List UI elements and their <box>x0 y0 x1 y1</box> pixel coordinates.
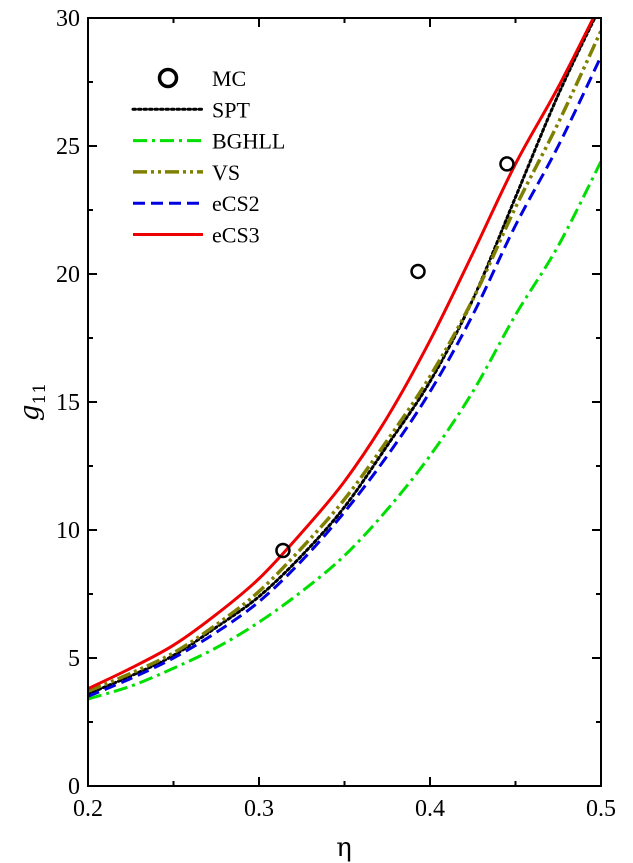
y-axis-title: g11 <box>15 383 50 421</box>
legend-label-ecs2: eCS2 <box>212 191 260 216</box>
series-line-ecs3 <box>88 18 595 691</box>
legend-label-mc: MC <box>212 66 246 91</box>
x-tick-label-2: 0.4 <box>415 796 445 822</box>
y-tick-label-5: 25 <box>56 134 80 160</box>
x-axis-title: η <box>336 833 352 863</box>
mc-marker-1 <box>410 263 426 280</box>
x-tick-label-0: 0.2 <box>73 796 103 822</box>
mc-marker-0 <box>275 542 291 559</box>
series-line-vs <box>88 30 601 693</box>
series-line-ecs2 <box>88 55 601 698</box>
legend-symbol-mc <box>157 67 179 89</box>
y-tick-label-2: 10 <box>56 518 80 544</box>
legend-label-bghll: BGHLL <box>212 129 285 154</box>
x-tick-label-1: 0.3 <box>244 796 274 822</box>
series-line-bghll <box>88 160 601 701</box>
tick-layer: 0.2 0.3 0.4 0.5 0 5 10 15 20 25 30 <box>56 6 616 822</box>
series-line-spt <box>88 18 597 696</box>
legend: MC SPT BGHLL VS eCS2 eCS3 <box>131 66 285 248</box>
legend-label-ecs3: eCS3 <box>212 223 260 248</box>
y-axis-title-main: g <box>15 404 45 421</box>
series-layer <box>88 18 601 701</box>
legend-label-vs: VS <box>212 160 240 185</box>
y-tick-label-4: 20 <box>56 262 80 288</box>
y-tick-label-6: 30 <box>56 6 80 32</box>
x-tick-label-3: 0.5 <box>586 796 616 822</box>
y-tick-label-0: 0 <box>68 774 80 800</box>
marker-layer <box>275 156 515 559</box>
mc-marker-2 <box>499 156 515 172</box>
y-tick-label-3: 15 <box>56 390 80 416</box>
y-axis-title-sub: 11 <box>30 383 50 405</box>
legend-label-spt: SPT <box>212 97 250 122</box>
y-tick-label-1: 5 <box>68 646 80 672</box>
